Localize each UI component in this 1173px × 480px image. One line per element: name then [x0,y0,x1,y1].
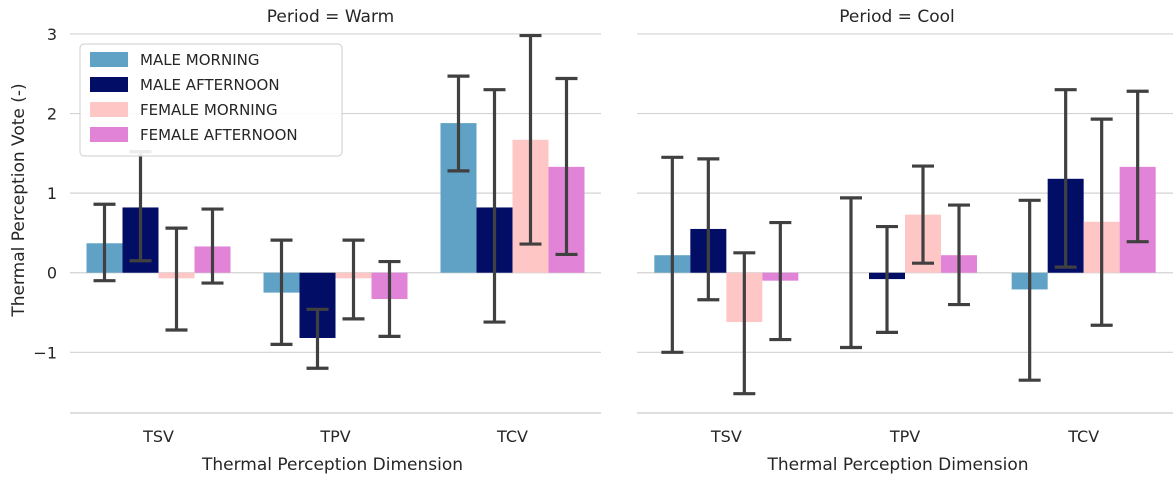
panel-title: Period = Cool [839,7,954,27]
error-bar [484,90,506,322]
y-tick-label: 2 [47,105,57,124]
x-tick-label: TCV [1067,427,1099,446]
error-bar [948,205,970,304]
x-tick-label: TCV [496,427,528,446]
legend-label: MALE AFTERNOON [140,76,280,94]
error-bar [343,240,365,319]
error-bar [769,223,791,340]
y-axis-label: Thermal Perception Vote (-) [9,83,29,317]
legend-swatch [90,127,128,142]
legend-label: FEMALE MORNING [140,101,278,119]
panel-title: Period = Warm [267,7,394,27]
error-bar [661,157,683,352]
legend-swatch [90,102,128,117]
legend-swatch [90,52,128,67]
legend: MALE MORNING MALE AFTERNOON FEMALE MORNING… [80,44,342,156]
x-axis-label: Thermal Perception Dimension [766,455,1028,475]
x-tick-label: TPV [889,427,920,446]
x-tick-label: TSV [142,427,174,446]
y-tick-label: 0 [47,264,57,283]
legend-label: MALE MORNING [140,51,259,69]
x-tick-label: TPV [319,427,350,446]
legend-swatch [90,77,128,92]
error-bar [166,228,188,330]
y-tick-label: 1 [47,184,57,203]
x-tick-label: TSV [710,427,742,446]
x-axis-label: Thermal Perception Dimension [201,455,463,475]
legend-label: FEMALE AFTERNOON [140,126,298,144]
y-tick-label: −1 [33,343,57,362]
error-bar [876,227,898,333]
y-tick-label: 3 [47,25,57,44]
error-bar [1019,200,1041,380]
